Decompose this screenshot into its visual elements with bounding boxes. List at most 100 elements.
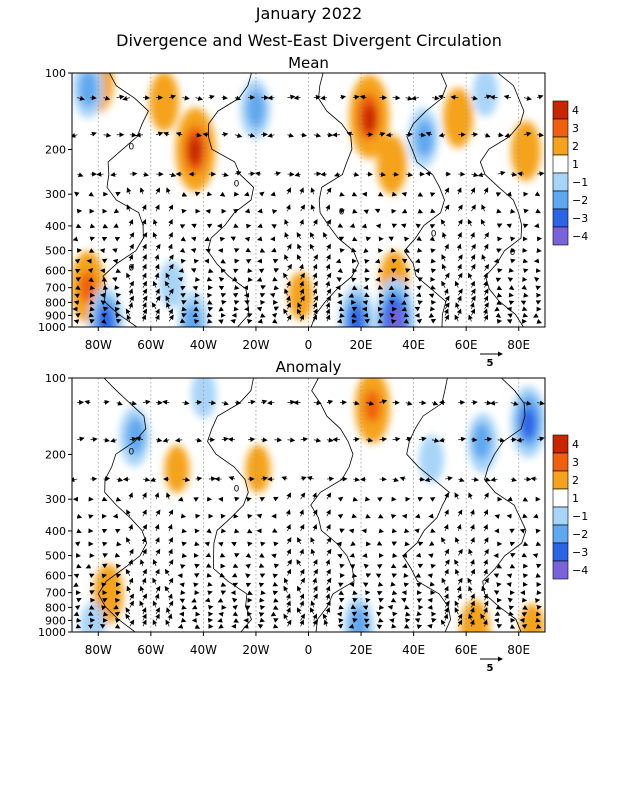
wind-vector — [114, 236, 121, 242]
wind-vector — [142, 568, 147, 576]
wind-vector — [273, 597, 279, 603]
wind-vector — [535, 208, 541, 214]
wind-vector — [481, 254, 487, 262]
wind-vector — [535, 285, 542, 291]
wind-vector — [142, 171, 149, 177]
wind-vector — [114, 623, 121, 629]
contour-line — [207, 73, 255, 327]
wind-vector — [325, 302, 331, 310]
wind-vector — [271, 224, 277, 229]
wind-vector — [523, 95, 532, 101]
wind-vector — [391, 191, 398, 197]
wind-vector — [403, 623, 410, 629]
wind-vector — [325, 280, 331, 288]
wind-vector — [334, 172, 341, 177]
wind-vector — [377, 191, 384, 197]
wind-vector — [351, 277, 357, 283]
wind-vector — [87, 624, 94, 630]
wind-vector — [191, 604, 198, 610]
wind-vector — [390, 268, 397, 274]
wind-vector — [193, 582, 199, 588]
wind-vector — [429, 192, 436, 197]
figure-title: January 2022 — [255, 4, 362, 23]
wind-vector — [326, 295, 332, 303]
wind-vector — [483, 607, 488, 615]
wind-vector — [164, 585, 170, 593]
wind-vector — [256, 277, 263, 282]
wind-vector — [155, 568, 160, 576]
wind-vector — [350, 541, 356, 546]
wind-vector — [535, 573, 542, 578]
colorbar-swatch — [552, 226, 569, 246]
x-tick-label: 60E — [455, 643, 478, 657]
wind-vector — [168, 509, 174, 517]
wind-vector — [116, 94, 125, 100]
colorbar-label: 4 — [572, 104, 579, 117]
y-tick-label: 800 — [45, 296, 66, 309]
wind-vector — [181, 541, 188, 547]
wind-vector — [245, 552, 252, 559]
wind-vector — [351, 573, 358, 578]
wind-vector — [129, 600, 134, 608]
wind-vector — [110, 171, 117, 177]
wind-vector — [349, 223, 356, 228]
wind-vector — [392, 553, 398, 559]
wind-vector — [522, 513, 528, 519]
wind-vector — [155, 243, 161, 251]
wind-vector — [270, 191, 276, 197]
wind-vector — [509, 624, 516, 629]
wind-vector — [535, 617, 541, 623]
wind-vector — [365, 573, 372, 578]
wind-vector — [532, 553, 539, 559]
wind-vector — [523, 268, 529, 274]
wind-vector — [385, 132, 393, 138]
wind-vector — [424, 477, 433, 483]
wind-vector — [272, 581, 279, 587]
wind-vector — [516, 437, 525, 443]
wind-vector — [441, 537, 446, 545]
wind-vector — [114, 528, 121, 534]
wind-vector — [126, 585, 132, 593]
wind-vector — [126, 509, 131, 517]
wind-vector — [313, 295, 319, 303]
wind-vector — [425, 171, 433, 177]
wind-vector — [129, 171, 138, 177]
wind-vector — [400, 597, 407, 603]
wind-vector — [430, 248, 436, 254]
wind-vector — [126, 204, 132, 212]
wind-vector — [141, 204, 147, 212]
wind-vector — [535, 300, 542, 305]
wind-vector — [470, 295, 476, 303]
wind-vector — [363, 618, 370, 624]
wind-vector — [142, 280, 148, 288]
wind-vector — [245, 573, 251, 579]
wind-vector — [285, 204, 291, 212]
wind-vector — [352, 208, 358, 214]
wind-vector — [326, 524, 331, 532]
wind-vector — [521, 306, 528, 311]
wind-vector — [129, 593, 134, 601]
wind-vector — [101, 312, 107, 318]
colorbar-label: −4 — [572, 230, 588, 243]
wind-vector — [339, 248, 345, 253]
wind-vector — [401, 563, 408, 569]
wind-vector — [521, 612, 528, 617]
wind-vector — [102, 223, 109, 229]
wind-vector — [509, 563, 516, 569]
wind-vector — [270, 611, 277, 617]
wind-vector — [260, 541, 266, 547]
shaded-region — [154, 84, 173, 122]
wind-vector — [349, 564, 356, 569]
wind-vector — [75, 223, 82, 229]
wind-vector — [417, 300, 423, 305]
wind-vector — [365, 236, 372, 242]
wind-vector — [233, 223, 239, 228]
wind-vector — [339, 94, 347, 100]
wind-vector — [102, 285, 109, 291]
wind-vector — [155, 288, 160, 296]
wind-vector — [507, 496, 513, 502]
wind-vector — [89, 306, 95, 312]
wind-vector — [234, 95, 242, 101]
wind-vector — [115, 299, 122, 305]
wind-vector — [443, 585, 449, 593]
